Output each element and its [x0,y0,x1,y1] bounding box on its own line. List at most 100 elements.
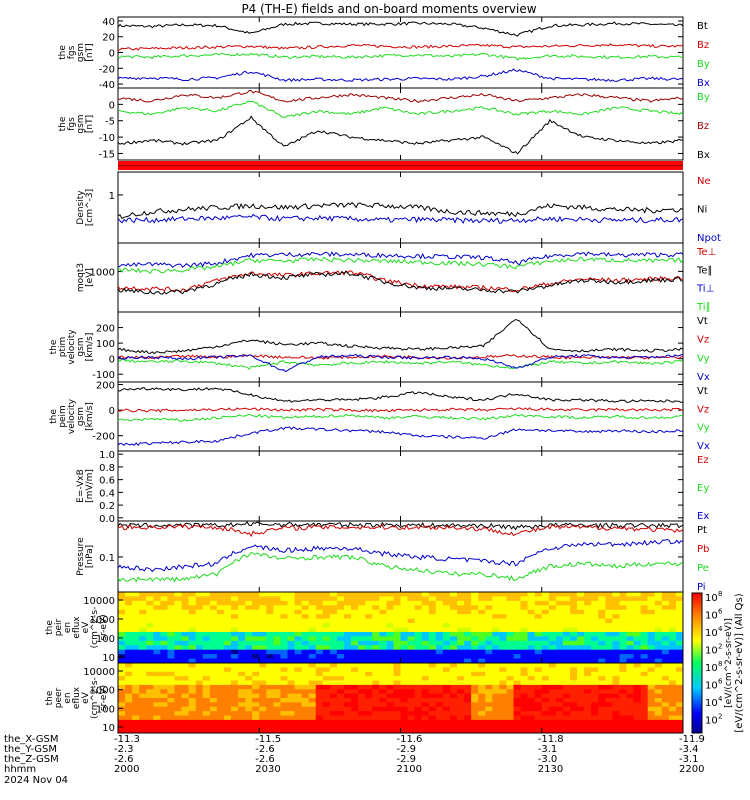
heat-cell [654,706,663,712]
heat-cell [485,676,493,681]
heat-cell [231,654,239,659]
heat-cell [322,684,331,690]
heat-cell [202,671,211,677]
heat-cell [584,671,592,677]
heat-cell [400,636,408,642]
heat-cell [499,702,507,708]
heat-cell [407,631,416,637]
heat-cell [308,728,317,734]
heat-cell [626,715,634,721]
heat-cell [442,663,451,668]
heat-cell [449,649,458,655]
heat-cell [245,702,253,708]
panel-ylabel: the [49,339,59,354]
heat-cell [570,645,578,651]
heat-cell [435,680,444,686]
heat-cell [492,649,500,655]
heat-cell [329,596,338,602]
panel-ylabel: E=-VxB [76,469,86,503]
heat-cell [294,605,303,611]
heat-cell [619,618,627,624]
heat-cell [626,663,634,668]
heat-cell [216,715,225,721]
heat-cell [266,614,274,620]
heat-cell [273,654,281,659]
heat-cell [584,618,592,624]
heat-cell [216,667,225,673]
y-tick-label: 0.1 [99,553,115,564]
heat-cell [202,600,211,606]
heat-cell [322,698,331,703]
heat-cell [160,640,168,646]
heat-cell [577,600,585,606]
heat-cell [626,680,634,686]
heat-cell [365,618,373,624]
heat-cell [386,609,394,615]
heat-cell [125,693,133,699]
heat-cell [125,706,133,712]
y-tick-label: 1000 [90,615,115,626]
heat-cell [485,627,493,633]
heat-cell [160,711,168,716]
heat-cell [591,631,599,637]
heat-cell [231,689,239,695]
heat-cell [139,676,147,681]
heat-cell [407,658,416,664]
heat-cell [181,623,190,628]
heat-cell [640,609,649,615]
series-line-Pt [117,521,684,531]
heat-cell [195,640,204,646]
heat-cell [358,719,366,725]
heat-cell [520,609,529,615]
heat-cell [209,658,218,664]
heat-cell [612,631,620,637]
heat-cell [520,663,529,668]
heat-cell [520,693,529,699]
heat-cell [506,654,514,659]
heat-cell [414,715,423,721]
heat-cell [181,649,190,655]
heat-cell [527,706,536,712]
heat-cell [216,614,225,620]
heat-cell [322,658,331,664]
heat-cell [329,667,338,673]
heat-cell [513,671,521,677]
heat-cell [598,680,606,686]
heat-cell [541,663,550,668]
heat-cell [322,711,331,716]
heat-cell [442,636,451,642]
heat-cell [534,636,543,642]
heat-cell [457,676,465,681]
heat-cell [478,645,486,651]
heat-cell [598,614,606,620]
heat-cell [238,684,246,690]
legend-Ey: Ey [697,483,709,494]
heat-cell [209,689,218,695]
heat-cell [534,596,543,602]
legend-Vz: Vz [697,335,709,346]
heat-cell [506,728,514,734]
heat-cell [562,631,571,637]
heat-cell [181,689,190,695]
heat-cell [471,631,479,637]
heat-cell [471,684,479,690]
heat-cell [372,600,380,606]
heat-cell [449,605,458,611]
heat-cell [442,645,451,651]
heat-cell [471,658,479,664]
heat-cell [562,698,571,703]
heat-cell [188,614,197,620]
heat-cell [527,627,536,633]
heat-cell [605,627,613,633]
heat-cell [195,671,204,677]
heat-cell [675,663,684,668]
heat-cell [421,724,430,730]
heat-cell [527,614,536,620]
heat-cell [195,724,204,730]
heat-cell [633,706,642,712]
heat-cell [273,592,281,597]
heat-cell [457,728,465,734]
heat-cell [245,605,253,611]
heat-cell [584,605,592,611]
colorbar-tick: 10 [705,646,718,657]
